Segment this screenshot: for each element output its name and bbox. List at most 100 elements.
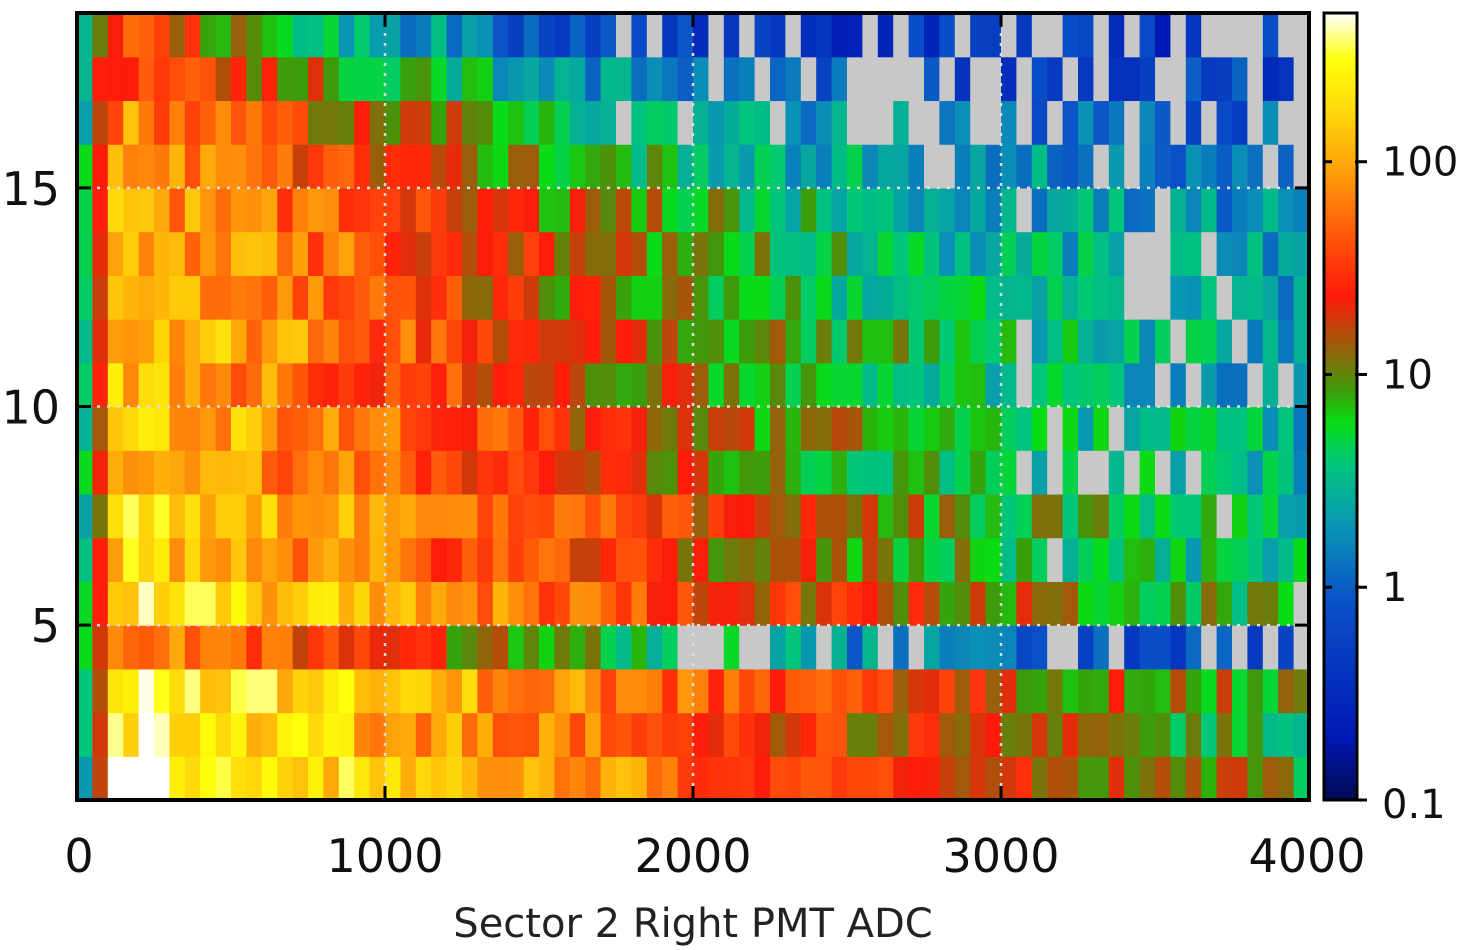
heatmap-cell (770, 362, 786, 408)
heatmap-cell (693, 756, 709, 801)
heatmap-cell (107, 756, 124, 801)
heatmap-cell (354, 581, 371, 626)
heatmap-cell (369, 406, 386, 451)
heatmap-cell (462, 712, 478, 757)
heatmap-cell (261, 581, 278, 626)
heatmap-cell (308, 668, 324, 714)
heatmap-cell (646, 493, 663, 539)
heatmap-cell (1170, 756, 1187, 801)
heatmap-cell (323, 668, 340, 714)
heatmap-cell (569, 144, 586, 189)
heatmap-cell (308, 450, 324, 495)
heatmap-cell (354, 450, 371, 495)
heatmap-cell (1031, 450, 1048, 495)
heatmap-cell (939, 712, 956, 757)
heatmap-cell (107, 275, 124, 320)
heatmap-cell (477, 625, 494, 670)
heatmap-cell (508, 756, 525, 801)
heatmap-cell (600, 56, 617, 102)
heatmap-cell (1232, 406, 1248, 451)
heatmap-cell (1170, 319, 1187, 364)
heatmap-cell (246, 100, 263, 145)
heatmap-cell (816, 275, 833, 320)
heatmap-cell (569, 712, 586, 757)
heatmap-cell (831, 144, 848, 189)
heatmap-cell (477, 144, 494, 189)
heatmap-cell (1170, 362, 1187, 408)
heatmap-cell (985, 319, 1002, 364)
heatmap-cell (1031, 756, 1048, 801)
heatmap-cell (1016, 144, 1033, 189)
heatmap-cell (1062, 712, 1079, 757)
heatmap-cell (246, 362, 263, 408)
heatmap-cell (600, 756, 617, 801)
heatmap-cell (323, 13, 340, 58)
heatmap-cell (800, 231, 817, 276)
heatmap-cell (169, 406, 186, 451)
heatmap-cell (569, 231, 586, 276)
heatmap-cell (338, 100, 355, 145)
heatmap-cell (1170, 406, 1187, 451)
heatmap-cell (1062, 493, 1079, 539)
heatmap-cell (800, 362, 817, 408)
heatmap-cell (1016, 362, 1033, 408)
heatmap-cell (123, 581, 140, 626)
heatmap-cell (477, 493, 494, 539)
heatmap-cell (308, 362, 324, 408)
heatmap-cell (862, 362, 879, 408)
heatmap-cell (847, 144, 863, 189)
heatmap-cell (739, 537, 756, 582)
heatmap-cell (1031, 319, 1048, 364)
heatmap-cell (154, 13, 170, 58)
heatmap-cell (523, 275, 540, 320)
heatmap-cell (323, 319, 340, 364)
heatmap-cell (215, 187, 232, 233)
heatmap-cell (585, 668, 602, 714)
heatmap-cell (1139, 756, 1156, 801)
heatmap-cell (354, 187, 371, 233)
heatmap-cell (277, 56, 294, 102)
heatmap-cell (816, 231, 833, 276)
heatmap-cell (446, 13, 463, 58)
heatmap-cell (107, 319, 124, 364)
heatmap-cell (554, 56, 571, 102)
heatmap-cell (1155, 493, 1171, 539)
heatmap-cell (569, 581, 586, 626)
heatmap-cell (908, 187, 925, 233)
heatmap-cell (616, 13, 632, 58)
heatmap-cell (1170, 100, 1187, 145)
heatmap-cell (662, 450, 679, 495)
heatmap-cell (693, 712, 709, 757)
heatmap-cell (954, 231, 971, 276)
heatmap-cell (400, 275, 417, 320)
heatmap-cell (1108, 144, 1125, 189)
heatmap-cell (847, 275, 863, 320)
heatmap-cell (338, 319, 355, 364)
heatmap-cell (1293, 144, 1310, 189)
heatmap-cell (1031, 625, 1048, 670)
heatmap-cell (1262, 13, 1279, 58)
heatmap-cell (616, 231, 632, 276)
heatmap-cell (708, 625, 725, 670)
heatmap-cell (1185, 100, 1202, 145)
heatmap-cell (662, 712, 679, 757)
heatmap-cell (770, 756, 786, 801)
heatmap-cell (184, 406, 201, 451)
y-tick-label: 10 (1, 381, 60, 435)
heatmap-cell (1047, 362, 1064, 408)
heatmap-cell (107, 581, 124, 626)
heatmap-cell (200, 668, 217, 714)
heatmap-cell (877, 56, 894, 102)
heatmap-cell (1108, 56, 1125, 102)
heatmap-cell (1232, 144, 1248, 189)
heatmap-cell (1201, 537, 1218, 582)
heatmap-cell (569, 275, 586, 320)
heatmap-cell (1093, 56, 1110, 102)
heatmap-cell (1108, 625, 1125, 670)
heatmap-cell (1124, 144, 1141, 189)
heatmap-cell (723, 100, 740, 145)
heatmap-cell (231, 668, 247, 714)
heatmap-cell (277, 581, 294, 626)
heatmap-cell (1139, 231, 1156, 276)
heatmap-cell (446, 450, 463, 495)
